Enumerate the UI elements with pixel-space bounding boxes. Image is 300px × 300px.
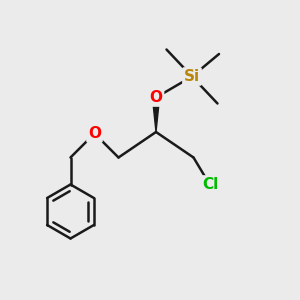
Polygon shape xyxy=(152,98,160,132)
Text: O: O xyxy=(149,90,163,105)
Text: Cl: Cl xyxy=(202,177,218,192)
Text: Si: Si xyxy=(184,69,200,84)
Text: O: O xyxy=(88,126,101,141)
